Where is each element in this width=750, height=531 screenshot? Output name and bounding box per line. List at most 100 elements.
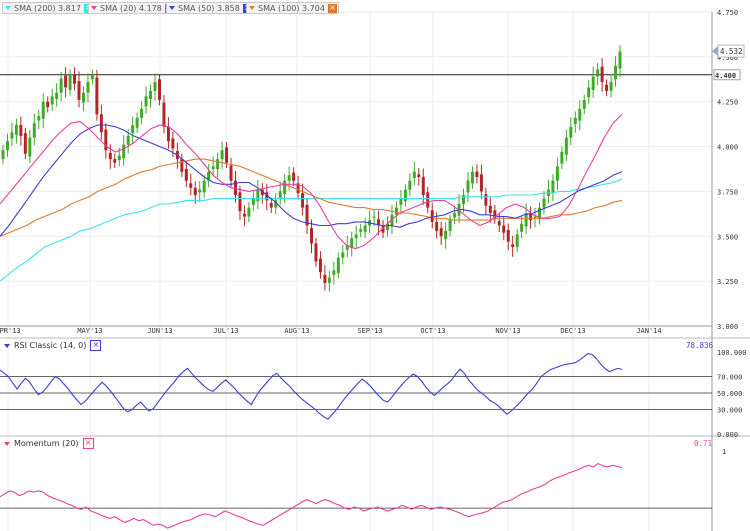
x-tick-label: DEC'13 — [560, 327, 585, 335]
dropdown-triangle-icon[interactable] — [5, 6, 11, 10]
legend-item[interactable]: SMA (100) 3.704 × — [246, 2, 339, 14]
candle-body — [310, 228, 313, 244]
candle-body — [515, 234, 519, 248]
candle-body — [126, 135, 130, 145]
momentum-line — [0, 462, 623, 529]
rsi-value-label: 78.836 — [686, 341, 714, 350]
candle-body — [37, 116, 41, 121]
candle-body — [475, 171, 479, 178]
candle-body — [435, 221, 439, 231]
candle-body — [135, 117, 139, 128]
candle-body — [274, 200, 278, 208]
candle-body — [605, 84, 609, 91]
close-indicator-icon[interactable]: × — [327, 2, 337, 13]
x-tick-label: NOV'13 — [495, 327, 520, 335]
candle-body — [242, 213, 246, 217]
candle-body — [318, 258, 322, 273]
candle-body — [202, 180, 206, 193]
candle-body — [256, 189, 260, 202]
momentum-panel-header: Momentum (20) × — [2, 438, 94, 449]
candle-body — [417, 174, 421, 178]
candle-body — [247, 207, 251, 217]
close-momentum-icon[interactable]: × — [82, 438, 94, 449]
legend-item[interactable]: SMA (200) 3.817× — [2, 2, 95, 14]
dropdown-triangle-icon[interactable] — [91, 6, 97, 10]
rsi-line — [0, 353, 623, 420]
candle-body — [140, 108, 144, 118]
candle-body — [113, 159, 117, 163]
candle-body — [10, 132, 14, 139]
rsi-tick-label: 30.000 — [717, 406, 742, 414]
candle-body — [359, 229, 363, 232]
candle-body — [372, 216, 376, 218]
candle-body — [184, 169, 188, 181]
candle-body — [131, 125, 135, 134]
y-tick-label: 4.750 — [717, 9, 738, 17]
legend-item[interactable]: SMA (50) 3.858× — [166, 2, 254, 14]
candle-body — [193, 187, 197, 196]
candle-body — [493, 210, 497, 219]
candle-body — [506, 230, 510, 242]
candle-body — [28, 137, 32, 157]
rsi-panel-header: RSI Classic (14, 0) × — [2, 340, 102, 351]
candle-body — [216, 159, 220, 169]
candle-body — [50, 96, 54, 105]
rsi-tick-label: 0.000 — [717, 431, 738, 439]
candle-body — [350, 238, 354, 248]
candle-body — [251, 198, 255, 205]
rsi-label: RSI Classic (14, 0) — [14, 341, 87, 350]
candle-body — [327, 277, 331, 283]
y-tick-label: 3.750 — [717, 188, 738, 196]
candle-body — [466, 180, 470, 193]
momentum-tick-label: 1 — [722, 448, 726, 456]
candle-body — [95, 77, 99, 115]
legend-label: SMA (100) 3.704 — [258, 3, 325, 13]
candle-body — [341, 252, 345, 258]
dropdown-triangle-icon[interactable] — [249, 6, 255, 10]
sma-50-line — [0, 124, 623, 237]
candle-body — [520, 223, 524, 232]
candle-body — [569, 126, 573, 138]
candle-body — [439, 228, 443, 237]
candle-body — [314, 243, 318, 262]
reference-value-label: 4.400 — [715, 72, 736, 80]
candle-body — [430, 210, 434, 222]
candle-body — [117, 155, 121, 161]
dropdown-triangle-icon[interactable] — [4, 343, 10, 348]
candle-body — [403, 189, 407, 202]
legend-label: SMA (200) 3.817 — [14, 3, 81, 13]
candle-body — [399, 198, 403, 205]
close-rsi-icon[interactable]: × — [90, 340, 102, 351]
candle-body — [426, 192, 430, 208]
candle-body — [90, 74, 94, 80]
candle-body — [81, 92, 85, 103]
candle-body — [211, 166, 215, 169]
candle-body — [68, 74, 72, 91]
candle-body — [609, 81, 613, 91]
candle-body — [233, 180, 237, 196]
reference-value-box — [713, 69, 741, 81]
candle-body — [122, 144, 126, 159]
candle-body — [144, 96, 148, 107]
candle-body — [618, 51, 622, 69]
candle-body — [157, 79, 161, 100]
rsi-tick-label: 70.000 — [717, 374, 742, 382]
candle-body — [238, 192, 242, 212]
candle-body — [323, 274, 327, 283]
candle-body — [529, 212, 533, 221]
dropdown-triangle-icon[interactable] — [4, 441, 10, 446]
candle-body — [596, 69, 600, 77]
candle-body — [229, 165, 233, 181]
candle-body — [220, 150, 224, 160]
candle-body — [153, 81, 157, 91]
legend-item[interactable]: SMA (20) 4.178× — [88, 2, 176, 14]
dropdown-triangle-icon[interactable] — [169, 6, 175, 10]
candle-body — [46, 101, 50, 108]
y-tick-label: 3.500 — [717, 233, 738, 241]
candle-body — [412, 171, 416, 178]
y-tick-label: 3.000 — [717, 323, 738, 331]
candle-body — [332, 270, 336, 275]
candle-body — [560, 151, 564, 164]
